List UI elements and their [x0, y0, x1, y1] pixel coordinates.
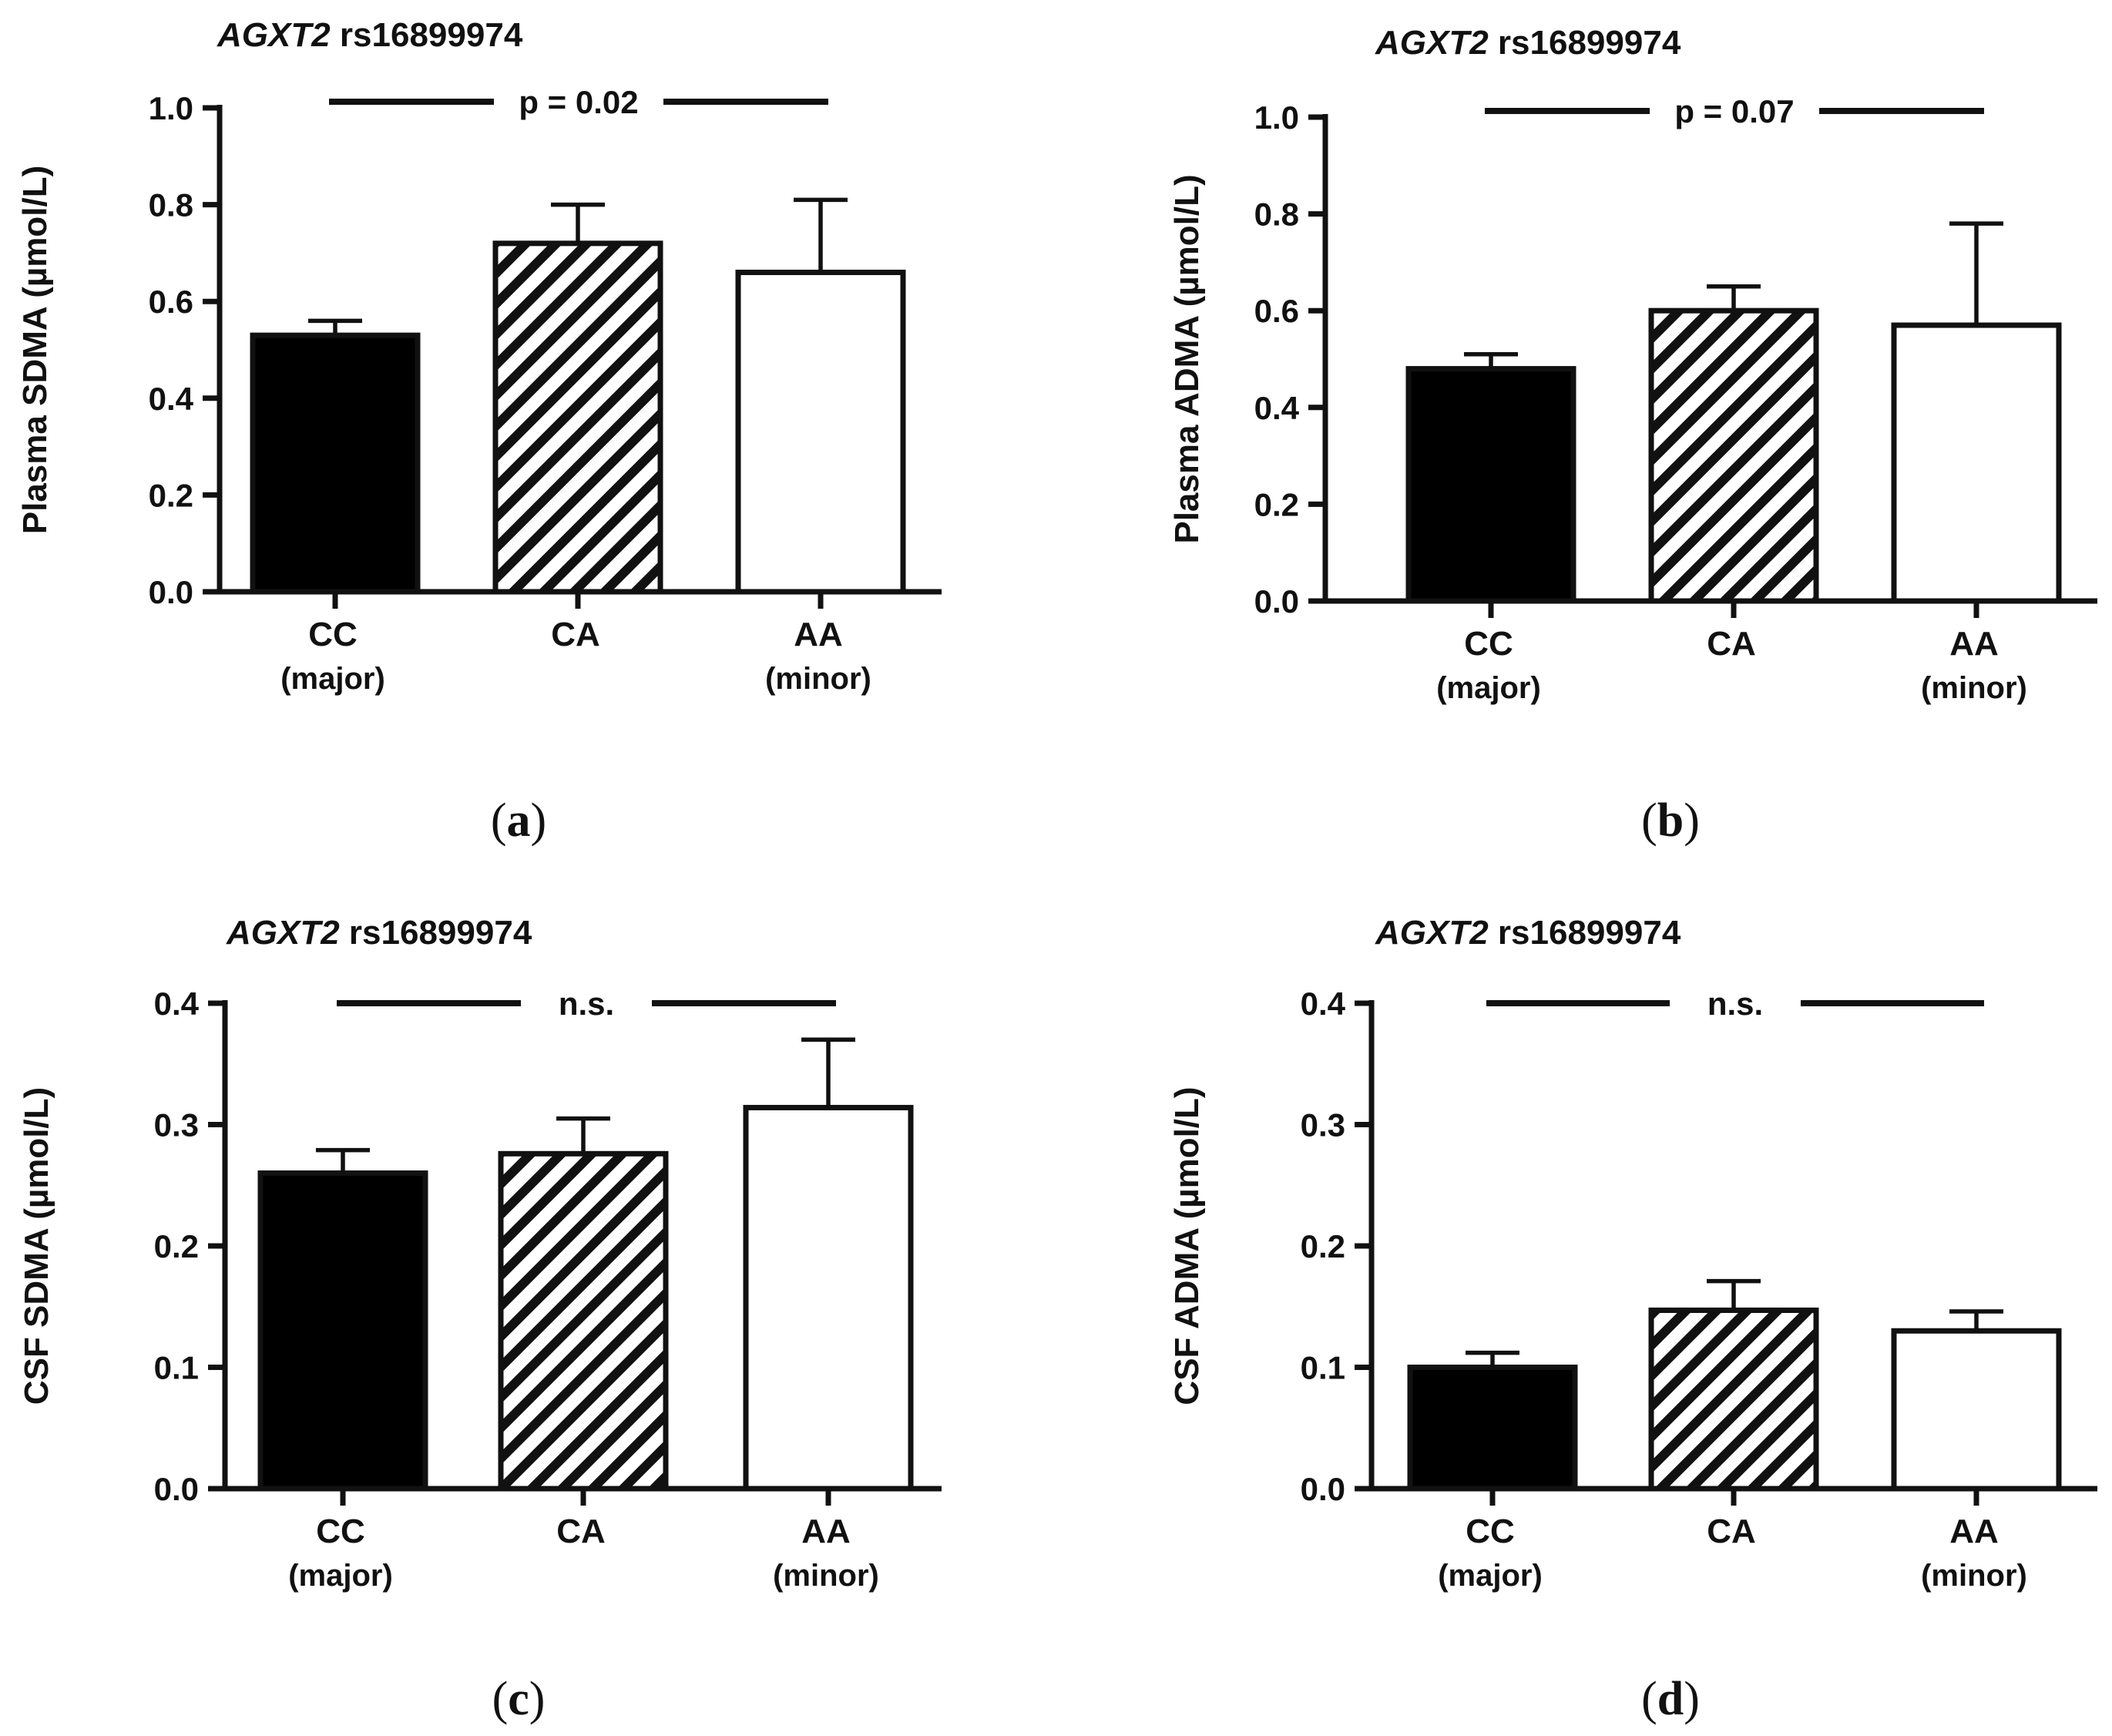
y-tick-label: 1.0	[149, 90, 193, 126]
y-tick-label: 0.8	[1254, 196, 1299, 233]
chart-title-gene: AGXT2	[1375, 914, 1489, 952]
significance-label: p = 0.07	[1674, 93, 1794, 129]
x-tick-label: AA	[801, 1513, 851, 1550]
chart-title: AGXT2 rs16899974	[1375, 914, 1681, 952]
bar-cc	[257, 1170, 428, 1492]
y-tick-label: 0.6	[149, 284, 193, 320]
bar-ca	[1648, 307, 1819, 604]
panel-letter-char: c	[508, 1673, 529, 1725]
chart-title-gene: AGXT2	[226, 914, 340, 952]
x-tick-sublabel: (major)	[288, 1559, 393, 1593]
y-tick-label: 0.0	[1301, 1471, 1345, 1507]
panel-letter-char: b	[1657, 794, 1684, 847]
y-tick-label: 0.0	[154, 1471, 199, 1507]
y-tick-label: 0.0	[149, 574, 193, 610]
bar-ca	[1648, 1307, 1819, 1492]
y-tick-label: 1.0	[1254, 99, 1299, 136]
bar-ca	[492, 240, 663, 595]
y-tick-label: 0.4	[1301, 986, 1346, 1022]
x-tick-label: CA	[1707, 1513, 1756, 1550]
panel-letter-open: (	[1641, 794, 1657, 847]
y-axis-label: Plasma SDMA (µmol/L)	[16, 166, 54, 534]
chart-panel-a: AGXT2 rs16899974 Plasma SDMA (µmol/L) 0.0 0…	[16, 16, 942, 847]
panel-letter: (b)	[1641, 794, 1700, 847]
y-axis-label: Plasma ADMA (µmol/L)	[1168, 174, 1206, 543]
x-tick-label: AA	[1949, 625, 1999, 663]
panel-letter-char: a	[507, 794, 531, 847]
chart-title-snp: rs16899974	[340, 914, 532, 952]
panel-letter-close: )	[529, 1673, 546, 1725]
x-tick-sublabel: (minor)	[765, 662, 871, 696]
panel-letter: (c)	[492, 1673, 546, 1725]
bar-cc	[1407, 1365, 1578, 1492]
panel-letter-char: d	[1657, 1673, 1684, 1725]
x-tick-label: CC	[1466, 1513, 1515, 1550]
y-tick-label: 0.0	[1254, 583, 1299, 620]
y-tick-label: 0.6	[1254, 293, 1299, 329]
panel-letter-close: )	[531, 794, 547, 847]
chart-panel-d: AGXT2 rs16899974 CSF ADMA (µmol/L) 0.0 0.1 0…	[1168, 914, 2097, 1725]
y-axis-label: CSF ADMA (µmol/L)	[1168, 1086, 1206, 1405]
y-tick-label: 0.8	[149, 187, 193, 223]
panel-letter: (a)	[491, 794, 546, 847]
y-tick-label: 0.4	[154, 986, 200, 1022]
panel-letter-open: (	[491, 794, 507, 847]
chart-title-gene: AGXT2	[1375, 24, 1489, 62]
x-tick-label: CC	[308, 616, 358, 653]
y-tick-label: 0.3	[154, 1107, 199, 1143]
y-tick-label: 0.2	[1254, 486, 1299, 522]
y-tick-label: 0.4	[1254, 390, 1300, 426]
chart-title-snp: rs16899974	[1489, 24, 1681, 62]
x-tick-label: CA	[551, 616, 600, 653]
significance-label: p = 0.02	[519, 84, 638, 120]
x-tick-label: AA	[794, 616, 843, 653]
chart-title-snp: rs16899974	[1489, 914, 1681, 952]
chart-title-snp: rs16899974	[331, 16, 523, 54]
chart-title-gene: AGXT2	[217, 16, 331, 54]
x-tick-sublabel: (major)	[1436, 671, 1541, 705]
y-tick-label: 0.2	[149, 477, 193, 513]
y-tick-label: 0.4	[149, 381, 194, 417]
y-tick-label: 0.2	[1301, 1228, 1345, 1264]
x-tick-sublabel: (major)	[280, 662, 385, 696]
y-tick-label: 0.1	[1301, 1350, 1345, 1386]
panel-letter-open: (	[1641, 1673, 1657, 1725]
bar-aa	[1891, 1328, 2062, 1492]
chart-title: AGXT2 rs16899974	[1375, 24, 1681, 62]
bar-aa	[1891, 322, 2062, 604]
bar-cc	[1405, 366, 1576, 604]
significance-label: n.s.	[559, 986, 614, 1022]
bar-ca	[498, 1150, 669, 1492]
x-tick-label: AA	[1949, 1513, 1999, 1550]
significance-label: n.s.	[1707, 986, 1763, 1022]
panel-letter-close: )	[1684, 794, 1700, 847]
chart-title: AGXT2 rs16899974	[217, 16, 523, 54]
chart-panel-c: AGXT2 rs16899974 CSF SDMA (µmol/L) 0.0 0.1 0…	[18, 914, 942, 1725]
x-tick-sublabel: (minor)	[773, 1559, 879, 1593]
bar-aa	[735, 270, 906, 595]
bar-aa	[743, 1104, 914, 1492]
bar-cc	[250, 332, 421, 595]
y-axis-label: CSF SDMA (µmol/L)	[18, 1087, 55, 1405]
chart-panel-b: AGXT2 rs16899974 Plasma ADMA (µmol/L) 0.0 0…	[1168, 24, 2097, 847]
x-tick-sublabel: (minor)	[1921, 671, 2027, 705]
panel-letter-close: )	[1684, 1673, 1700, 1725]
panel-letter-open: (	[492, 1673, 509, 1725]
x-tick-label: CA	[556, 1513, 606, 1550]
x-tick-sublabel: (major)	[1438, 1559, 1543, 1593]
y-tick-label: 0.2	[154, 1228, 199, 1264]
y-tick-label: 0.3	[1301, 1107, 1345, 1143]
x-tick-label: CA	[1707, 625, 1756, 663]
panel-letter: (d)	[1641, 1673, 1700, 1725]
chart-title: AGXT2 rs16899974	[226, 914, 532, 952]
x-tick-label: CC	[1464, 625, 1513, 663]
x-tick-label: CC	[316, 1513, 365, 1550]
y-tick-label: 0.1	[154, 1350, 199, 1386]
x-tick-sublabel: (minor)	[1921, 1559, 2027, 1593]
